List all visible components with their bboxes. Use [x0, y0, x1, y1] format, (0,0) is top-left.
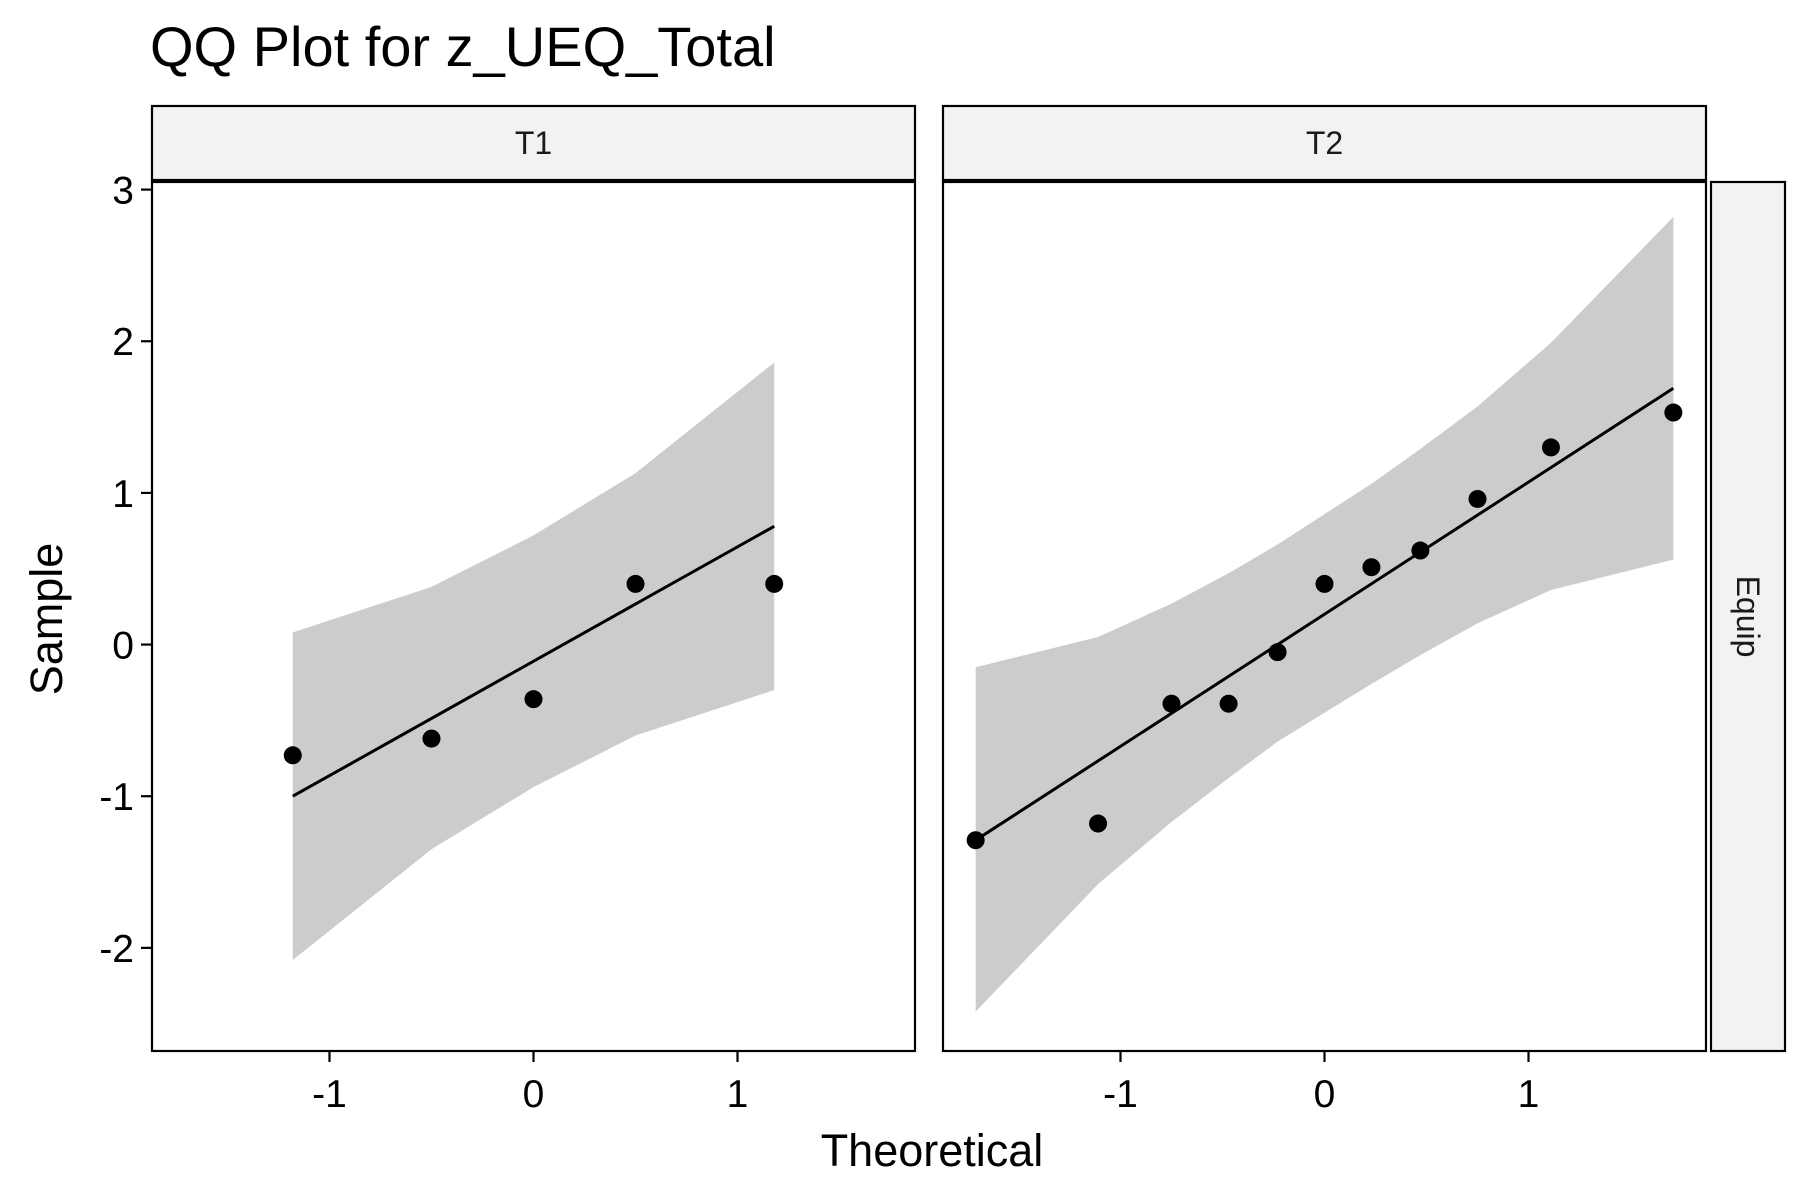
data-point	[966, 831, 985, 850]
y-tick-label: -2	[99, 928, 134, 971]
chart-title: QQ Plot for z_UEQ_Total	[150, 15, 776, 78]
y-axis-label: Sample	[21, 543, 72, 696]
reference-line	[292, 524, 775, 798]
y-tick-label: -1	[99, 776, 134, 819]
data-point	[1541, 438, 1560, 457]
x-tick-label: -1	[312, 1073, 347, 1116]
data-point	[524, 690, 543, 709]
data-point	[765, 574, 784, 593]
reference-line	[974, 386, 1675, 842]
y-tick-label: 0	[112, 625, 134, 668]
data-point	[1411, 541, 1430, 560]
data-point	[1162, 694, 1181, 713]
data-point	[422, 729, 441, 748]
data-point	[1219, 694, 1238, 713]
y-tick-label: 2	[112, 321, 134, 364]
panels-layer: T1 -1 0 1 T2 -1 0 1 3 2 1 0 -1 -2 Equip	[99, 104, 1787, 1116]
strip-background	[941, 104, 1708, 182]
data-point	[626, 574, 645, 593]
data-point	[1362, 558, 1381, 577]
strip-label: T2	[1306, 125, 1343, 161]
data-point	[1315, 574, 1334, 593]
panel-t2: T2 -1 0 1	[941, 104, 1708, 1116]
panel-t1: T1 -1 0 1	[150, 104, 917, 1116]
strip-background	[150, 104, 917, 182]
data-point	[1468, 489, 1487, 508]
x-tick-label: 1	[1518, 1073, 1540, 1116]
x-tick-label: 1	[727, 1073, 749, 1116]
strip-label: T1	[515, 125, 552, 161]
data-point	[1664, 403, 1683, 422]
y-tick-label: 3	[112, 170, 134, 213]
row-strip-background	[1709, 180, 1787, 1053]
x-tick-label: 0	[523, 1073, 545, 1116]
x-tick-label: 0	[1314, 1073, 1336, 1116]
x-axis-label: Theoretical	[821, 1125, 1044, 1176]
row-strip-label: Equip	[1730, 576, 1766, 658]
y-tick-label: 1	[112, 473, 134, 516]
data-point	[283, 746, 302, 765]
data-point	[1089, 814, 1108, 833]
x-tick-label: -1	[1103, 1073, 1138, 1116]
data-point	[1268, 643, 1287, 662]
